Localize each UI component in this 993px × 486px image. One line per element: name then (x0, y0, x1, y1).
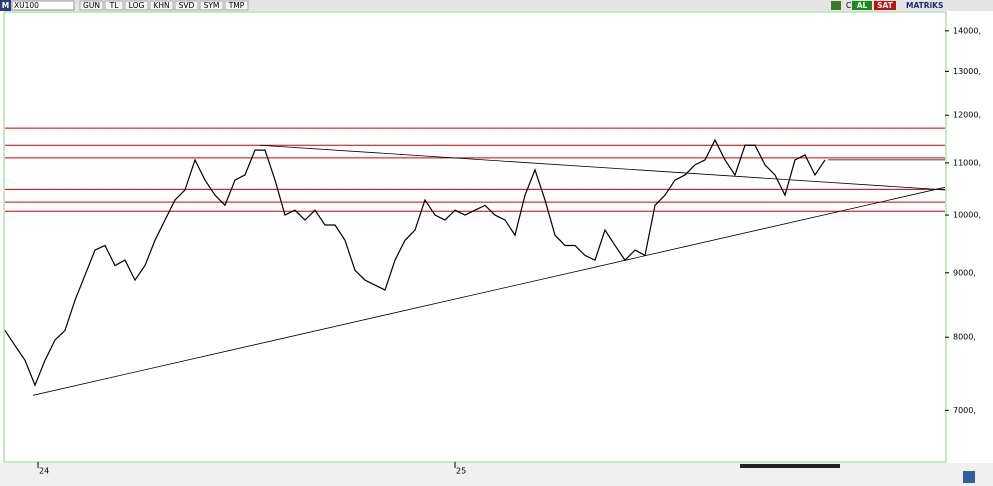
status-box (831, 1, 841, 10)
buy-button[interactable] (852, 1, 872, 10)
toolbar-button[interactable] (79, 0, 104, 11)
toolbar-button[interactable] (199, 0, 224, 11)
status: C (846, 1, 851, 10)
scroll-indicator[interactable] (740, 464, 840, 468)
toolbar-button[interactable] (174, 0, 199, 11)
toolbar-button-label[interactable]: SYM (204, 1, 220, 10)
logo-box (0, 0, 11, 11)
toolbar-button[interactable] (149, 0, 174, 11)
toolbar-button-label[interactable]: KHN (153, 1, 169, 10)
sell-button[interactable] (874, 1, 896, 10)
x-tick-label: 24 (39, 467, 49, 476)
y-tick-label: 9000, (953, 268, 976, 277)
symbol[interactable]: XU100 (14, 1, 39, 10)
symbol-box[interactable] (11, 0, 75, 11)
toolbar-button[interactable] (124, 0, 149, 11)
x-tick-label: 25 (456, 467, 466, 476)
y-tick-label: 13000, (953, 67, 981, 76)
toolbar-button-label[interactable]: LOG (129, 1, 145, 10)
toolbar-button[interactable] (104, 0, 124, 11)
toolbar-button-label[interactable]: TMP (228, 1, 245, 10)
y-tick-label: 10000, (953, 211, 981, 220)
nav-button[interactable] (963, 471, 975, 483)
y-tick-label: 14000, (953, 26, 981, 35)
trend-line (259, 144, 946, 191)
buy-label[interactable]: AL (857, 1, 868, 10)
price-line (4, 138, 826, 387)
toolbar-button-label[interactable]: SVD (179, 1, 195, 10)
toolbar-button-label[interactable]: GUN (83, 1, 100, 10)
logo: M (2, 1, 9, 10)
bottom-bar (0, 463, 993, 486)
brand: MATRiKS (906, 1, 943, 10)
y-tick-label: 7000, (953, 406, 976, 415)
y-tick-label: 12000, (953, 111, 981, 120)
toolbar-button[interactable] (224, 0, 249, 11)
y-tick-label: 11000, (953, 158, 981, 167)
trend-line (32, 186, 946, 396)
y-tick-label: 8000, (953, 333, 976, 342)
toolbar-button-label[interactable]: TL (109, 1, 120, 10)
plot-area (3, 11, 947, 463)
sell-label[interactable]: SAT (877, 1, 894, 10)
toolbar (0, 0, 993, 11)
